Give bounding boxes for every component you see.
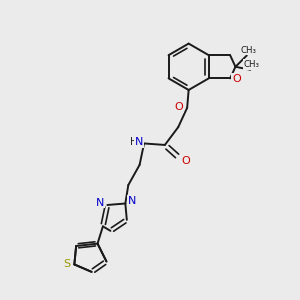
Text: CH₃: CH₃ [244, 60, 260, 69]
Text: O: O [175, 102, 183, 112]
Text: N: N [128, 196, 136, 206]
Text: CH₃: CH₃ [240, 46, 256, 55]
Text: H: H [130, 137, 137, 147]
Text: N: N [96, 198, 104, 208]
Text: O: O [232, 74, 241, 84]
Text: S: S [63, 260, 70, 269]
Text: O: O [181, 156, 190, 166]
Text: N: N [134, 137, 143, 147]
